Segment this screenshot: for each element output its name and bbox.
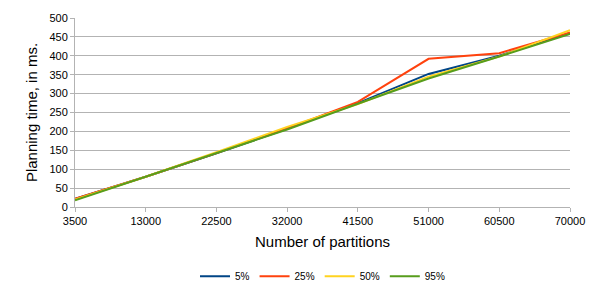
svg-text:95%: 95% [425, 271, 445, 282]
svg-text:400: 400 [49, 50, 67, 62]
svg-text:0: 0 [62, 201, 68, 213]
svg-text:350: 350 [49, 69, 67, 81]
svg-text:450: 450 [49, 31, 67, 43]
svg-text:60500: 60500 [484, 215, 515, 227]
svg-text:250: 250 [49, 106, 67, 118]
svg-text:13000: 13000 [130, 215, 161, 227]
svg-text:5%: 5% [235, 271, 250, 282]
svg-text:41500: 41500 [343, 215, 374, 227]
svg-text:32000: 32000 [272, 215, 303, 227]
svg-text:70000: 70000 [555, 215, 586, 227]
svg-text:200: 200 [49, 125, 67, 137]
svg-text:22500: 22500 [201, 215, 232, 227]
svg-text:Planning time, in ms.: Planning time, in ms. [23, 43, 40, 182]
svg-text:50: 50 [56, 182, 68, 194]
svg-text:150: 150 [49, 144, 67, 156]
svg-text:51000: 51000 [413, 215, 444, 227]
svg-text:50%: 50% [360, 271, 380, 282]
svg-text:100: 100 [49, 163, 67, 175]
svg-text:25%: 25% [295, 271, 315, 282]
svg-text:300: 300 [49, 87, 67, 99]
svg-text:3500: 3500 [63, 215, 87, 227]
svg-text:500: 500 [49, 12, 67, 24]
svg-text:Number of partitions: Number of partitions [255, 233, 390, 250]
